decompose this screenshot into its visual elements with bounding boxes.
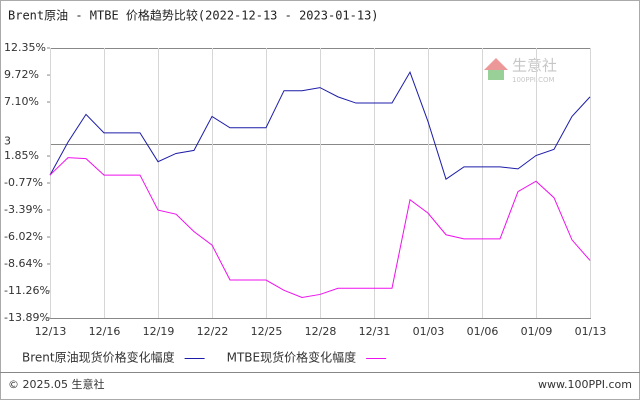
chart-title: Brent原油 - MTBE 价格趋势比较(2022-12-13 - 2023-…: [8, 8, 379, 23]
y-tick-label: -8.64%: [4, 257, 43, 270]
y-tick-label: 9.72%: [4, 68, 39, 81]
x-tick-label: 01/03: [413, 325, 445, 338]
x-tick-label: 01/13: [575, 325, 607, 338]
y-tick-label: 7.10%: [4, 95, 39, 108]
x-tick-label: 12/22: [197, 325, 229, 338]
y-tick-label: -13.89%: [4, 311, 50, 324]
x-tick-label: 01/06: [467, 325, 499, 338]
x-tick-label: 12/28: [305, 325, 337, 338]
legend-label: Brent原油现货价格变化幅度: [22, 350, 175, 365]
watermark-logo: [484, 58, 508, 70]
watermark-logo: [488, 70, 504, 80]
footer-website: www.100PPI.com: [538, 378, 632, 391]
watermark-sub: 100PPI.COM: [512, 76, 555, 84]
y-tick-label: 12.35%: [4, 41, 46, 54]
y-tick-label: -6.02%: [4, 230, 43, 243]
y-tick-label: 1.85%: [4, 149, 39, 162]
x-tick-label: 01/09: [521, 325, 553, 338]
reference-label: 3: [4, 135, 11, 148]
y-tick-label: -11.26%: [4, 284, 50, 297]
x-tick-label: 12/25: [251, 325, 283, 338]
legend-label: MTBE现货价格变化幅度: [227, 350, 357, 365]
x-tick-label: 12/19: [143, 325, 175, 338]
footer-source: © 2025.05 生意社: [8, 377, 104, 391]
y-tick-label: -0.77%: [4, 176, 43, 189]
x-tick-label: 12/31: [359, 325, 391, 338]
series-line: [49, 157, 591, 299]
watermark-text: 生意社: [512, 57, 557, 75]
watermark: 生意社 100PPI.COM: [484, 57, 557, 84]
series-line: [49, 71, 591, 180]
y-tick-label: -3.39%: [4, 203, 43, 216]
x-tick-label: 12/16: [89, 325, 121, 338]
x-tick-label: 12/13: [35, 325, 67, 338]
